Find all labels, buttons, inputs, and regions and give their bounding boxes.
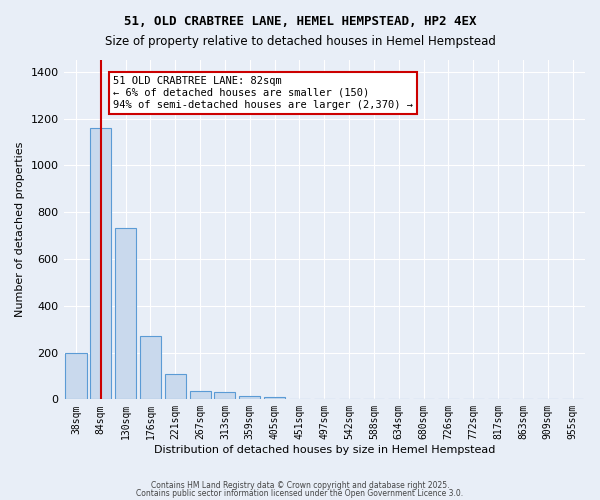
Bar [264, 397, 285, 400]
X-axis label: Distribution of detached houses by size in Hemel Hempstead: Distribution of detached houses by size … [154, 445, 495, 455]
Text: 51, OLD CRABTREE LANE, HEMEL HEMPSTEAD, HP2 4EX: 51, OLD CRABTREE LANE, HEMEL HEMPSTEAD, … [124, 15, 476, 28]
Text: 51 OLD CRABTREE LANE: 82sqm
← 6% of detached houses are smaller (150)
94% of sem: 51 OLD CRABTREE LANE: 82sqm ← 6% of deta… [113, 76, 413, 110]
Bar [115, 228, 136, 400]
Bar [214, 392, 235, 400]
Bar [165, 374, 186, 400]
Text: Contains public sector information licensed under the Open Government Licence 3.: Contains public sector information licen… [136, 488, 464, 498]
Text: Size of property relative to detached houses in Hemel Hempstead: Size of property relative to detached ho… [104, 35, 496, 48]
Y-axis label: Number of detached properties: Number of detached properties [15, 142, 25, 318]
Bar [140, 336, 161, 400]
Bar [65, 352, 86, 400]
Bar [239, 396, 260, 400]
Bar [190, 391, 211, 400]
Bar [90, 128, 112, 400]
Text: Contains HM Land Registry data © Crown copyright and database right 2025.: Contains HM Land Registry data © Crown c… [151, 481, 449, 490]
